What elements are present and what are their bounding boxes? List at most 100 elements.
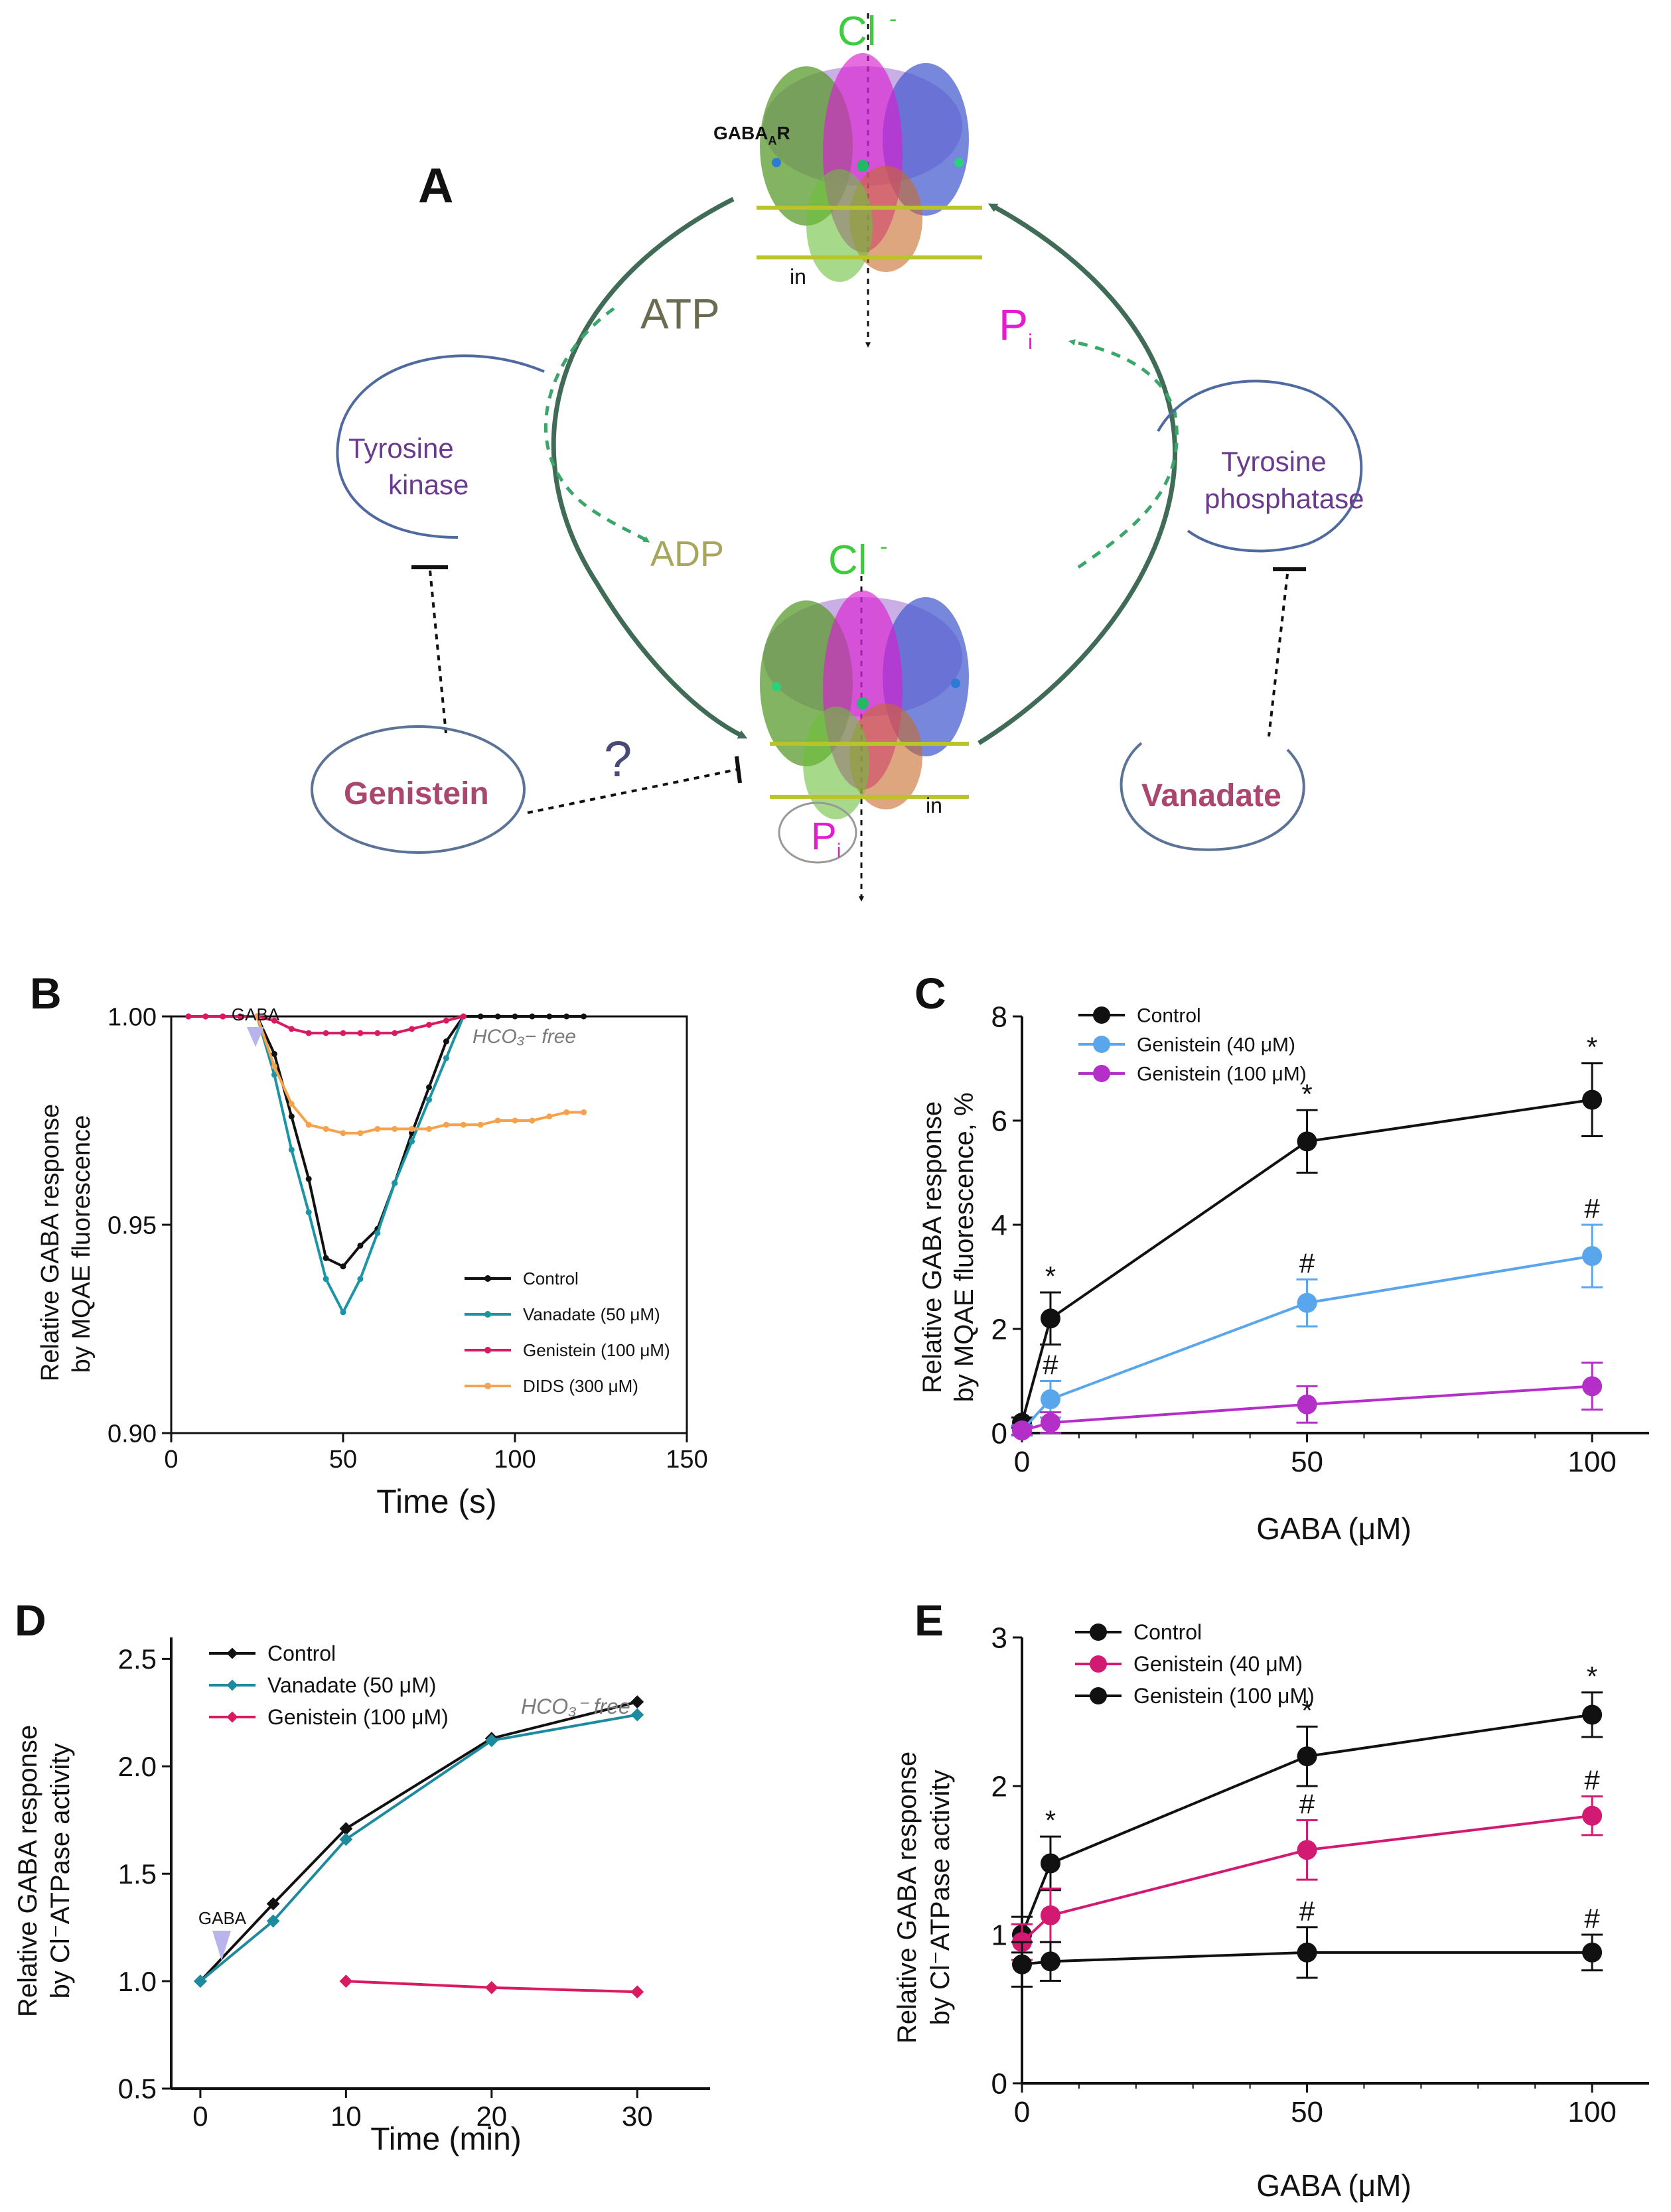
- phosphatase-inhibition-line: [1268, 573, 1289, 737]
- panel-c-chart: C 0 50 100 0 2 4 6 8 * * * # # # Relative GABA respo…: [914, 969, 1649, 1546]
- panel-b-data-point: [340, 1309, 346, 1316]
- panel-c-ytick-label: 4: [991, 1209, 1007, 1241]
- panel-d-ytick-label: 1.5: [118, 1858, 157, 1890]
- panel-c-significance-mark: #: [1299, 1247, 1315, 1279]
- cl-top-label: Cl: [837, 9, 877, 54]
- atp-adp-dashed-arrow: [544, 307, 650, 543]
- panel-d-data-point: [266, 1897, 280, 1911]
- panel-d-ytick-label: 0.5: [118, 2073, 157, 2105]
- pi-top-label: Pi: [999, 300, 1033, 354]
- panel-b-data-point: [477, 1121, 484, 1128]
- panel-b-data-point: [392, 1180, 398, 1186]
- panel-c-significance-mark: *: [1587, 1032, 1597, 1063]
- panel-c-xtick-label: 50: [1291, 1446, 1323, 1478]
- genistein-direct-line: [527, 768, 737, 814]
- panel-c-legend: Control Genistein (40 μM) Genistein (100 μ…: [1078, 1005, 1307, 1085]
- panel-b-legend-label: Genistein (100 μM): [523, 1340, 670, 1360]
- panel-e-legend-marker: [1090, 1687, 1107, 1704]
- panel-b-data-point: [546, 1013, 553, 1020]
- panel-b-letter: B: [30, 969, 62, 1018]
- panel-d-series-line: [199, 1700, 638, 1982]
- panel-e-data-point: [1297, 1942, 1317, 1963]
- panel-c-legend-marker: [1093, 1065, 1110, 1082]
- panel-c-legend-marker: [1093, 1006, 1110, 1024]
- panel-d-xtick-label: 0: [192, 2101, 208, 2132]
- phosphatase-label-1: Tyrosine: [1221, 446, 1327, 477]
- panel-b-gaba-annotation: GABA: [232, 1004, 280, 1024]
- panel-b-data-point: [563, 1109, 570, 1115]
- panel-b-axes: 0 50 100 150 0.90 0.95 1.00: [108, 1003, 708, 1474]
- panel-b-data-point: [271, 1051, 277, 1058]
- panel-b-data-point: [409, 1138, 415, 1144]
- panel-e-ylabel-1: Relative GABA response: [893, 1752, 922, 2043]
- panel-d-legend-label: Control: [267, 1641, 336, 1665]
- panel-b-data-point: [323, 1126, 329, 1133]
- phosphorylation-arrow: [551, 196, 748, 739]
- panel-b-data-point: [460, 1121, 467, 1128]
- panel-e-legend-marker: [1090, 1624, 1107, 1641]
- panel-b-data-point: [443, 1121, 449, 1128]
- panel-b-data-point: [494, 1117, 501, 1124]
- panel-d-chart: D 0 10 20 30 0.5 1.0 1.5 2.0 2.5 Relative GABA r…: [13, 1596, 710, 2157]
- panel-e-data-point: [1012, 1954, 1032, 1974]
- panel-b-legend-marker: [484, 1275, 491, 1282]
- panel-c-legend-label: Genistein (40 μM): [1137, 1034, 1295, 1056]
- panel-a-diagram: A Cl - GABAAR in: [311, 7, 1364, 902]
- panel-c-axes: 0 50 100 0 2 4 6 8: [991, 1001, 1649, 1478]
- panel-e-chart: E 0 50 100 0 1 2 3 * * * # # # # Relative GABA respo…: [893, 1596, 1649, 2203]
- panel-b-ytick-label: 0.90: [108, 1420, 157, 1448]
- panel-c-data-point: [1582, 1089, 1603, 1110]
- panel-d-data-point: [339, 1822, 353, 1836]
- panel-b-data-point: [357, 1242, 364, 1249]
- panel-d-data-point: [266, 1914, 280, 1928]
- panel-d-legend: Control Vanadate (50 μM) Genistein (100 μM…: [209, 1641, 449, 1729]
- panel-e-legend-label: Control: [1133, 1620, 1202, 1644]
- panel-c-data-point: [1582, 1376, 1603, 1397]
- panel-c-significance-mark: #: [1584, 1193, 1600, 1224]
- panel-c-ytick-label: 0: [991, 1417, 1007, 1450]
- kinase-label-1: Tyrosine: [348, 433, 454, 464]
- panel-e-xlabel: GABA (μM): [1256, 2168, 1412, 2203]
- panel-b-legend-marker: [484, 1311, 491, 1318]
- panel-c-ytick-label: 8: [991, 1001, 1007, 1033]
- panel-c-data-point: [1297, 1292, 1317, 1313]
- panel-e-xtick-label: 100: [1567, 2096, 1616, 2128]
- panel-e-series-line: [1021, 1713, 1593, 1935]
- panel-c-series-line: [1021, 1255, 1593, 1432]
- panel-b-data-point: [340, 1263, 346, 1270]
- cl-top-superscript: -: [889, 7, 897, 32]
- panel-e-axes: 0 50 100 0 1 2 3: [991, 1622, 1649, 2128]
- panel-b-data-point: [546, 1113, 553, 1120]
- panel-c-data-point: [1582, 1246, 1603, 1267]
- panel-d-ylabel-2: by Cl⁻ATPase activity: [46, 1744, 75, 1999]
- panel-b-data-point: [288, 1101, 295, 1107]
- panel-b-data-point: [581, 1013, 587, 1020]
- panel-c-series: * * * # # #: [1011, 1032, 1603, 1441]
- panel-e-legend-marker: [1090, 1655, 1107, 1673]
- panel-b-data-point: [288, 1113, 295, 1120]
- panel-b-data-point: [323, 1276, 329, 1282]
- panel-d-legend-label: Vanadate (50 μM): [267, 1673, 436, 1697]
- panel-c-letter: C: [914, 969, 946, 1018]
- panel-b-data-point: [443, 1038, 449, 1045]
- genistein-direct-bar: [735, 756, 742, 784]
- panel-b-data-point: [374, 1230, 381, 1237]
- gaba-a-receptor-structure-icon: [757, 13, 982, 348]
- panel-b-legend-marker: [484, 1347, 491, 1353]
- panel-c-legend-label: Genistein (100 μM): [1137, 1064, 1307, 1085]
- panel-b-gaba-arrow-icon: [247, 1027, 264, 1047]
- panel-d-xtick-label: 20: [476, 2101, 507, 2132]
- genistein-blob: [311, 725, 526, 854]
- panel-d-ytick-label: 1.0: [118, 1966, 157, 1997]
- panel-e-data-point: [1582, 1704, 1603, 1725]
- panel-d-data-point: [630, 1695, 644, 1709]
- vanadate-blob: [1120, 742, 1305, 851]
- panel-d-ytick-label: 2.0: [118, 1751, 157, 1782]
- panel-e-significance-mark: #: [1299, 1789, 1315, 1820]
- panel-c-xlabel: GABA (μM): [1256, 1511, 1412, 1546]
- panel-b-data-point: [357, 1030, 364, 1036]
- in-label-top: in: [790, 265, 806, 289]
- panel-d-letter: D: [15, 1596, 46, 1645]
- panel-d-ylabel-1: Relative GABA response: [13, 1725, 42, 2017]
- panel-e-letter: E: [914, 1596, 944, 1645]
